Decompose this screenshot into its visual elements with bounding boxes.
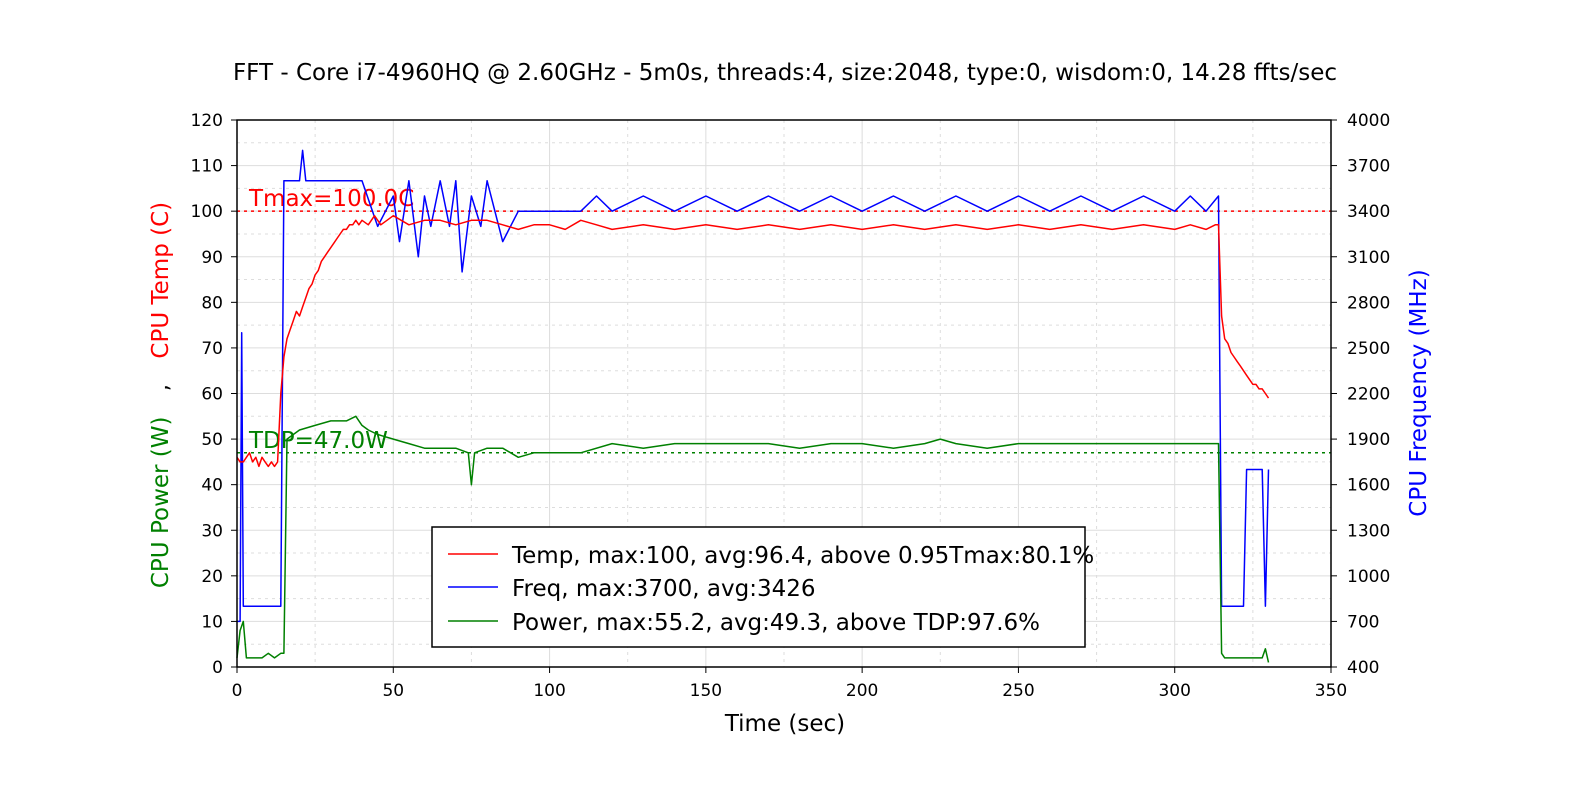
right-axis-ticks: 400 700 1000 1300 1600 1900 2200 2500 2800 3100 34… — [1331, 111, 1390, 678]
right-tick-label: 700 — [1347, 612, 1379, 632]
left-tick-label: 0 — [212, 658, 223, 678]
left-axis-label-power: CPU Power (W) — [148, 417, 174, 589]
left-tick-label: 30 — [201, 521, 223, 541]
right-tick-label: 1300 — [1347, 521, 1390, 541]
reference-line-label: Tmax=100.0C — [248, 186, 414, 212]
left-tick-label: 20 — [201, 567, 223, 587]
left-tick-label: 50 — [201, 430, 223, 450]
legend-label-temp: Temp, max:100, avg:96.4, above 0.95Tmax:… — [511, 543, 1094, 569]
x-tick-label: 0 — [232, 681, 243, 701]
right-tick-label: 2200 — [1347, 385, 1390, 405]
right-tick-label: 3700 — [1347, 157, 1390, 177]
right-tick-label: 3100 — [1347, 248, 1390, 268]
reference-line-label: TDP=47.0W — [248, 428, 388, 454]
right-tick-label: 4000 — [1347, 111, 1390, 131]
series-layer — [236, 149, 1270, 663]
legend: Temp, max:100, avg:96.4, above 0.95Tmax:… — [431, 526, 1094, 648]
legend-box — [431, 526, 1086, 648]
right-axis-label: CPU Frequency (MHz) — [1406, 269, 1432, 516]
left-tick-label: 80 — [201, 293, 223, 313]
x-tick-label: 200 — [846, 681, 878, 701]
x-tick-label: 300 — [1158, 681, 1190, 701]
left-axis-ticks: 0 10 20 30 40 50 60 70 80 90 100 110 120 — [191, 111, 237, 678]
x-axis-label: Time (sec) — [724, 711, 845, 737]
chart-title: FFT - Core i7-4960HQ @ 2.60GHz - 5m0s, t… — [233, 60, 1337, 86]
x-tick-label: 150 — [690, 681, 722, 701]
right-tick-label: 1600 — [1347, 476, 1390, 496]
x-tick-label: 350 — [1315, 681, 1347, 701]
right-tick-label: 1900 — [1347, 430, 1390, 450]
left-axis-label-temp: CPU Temp (C) — [148, 202, 174, 359]
series-line-power — [236, 415, 1270, 663]
left-axis-label: CPU Power (W) , CPU Temp (C) — [148, 202, 174, 588]
left-tick-label: 100 — [191, 202, 223, 222]
right-tick-label: 400 — [1347, 658, 1379, 678]
x-tick-label: 50 — [382, 681, 404, 701]
x-tick-label: 250 — [1002, 681, 1034, 701]
series-line-freq — [237, 149, 1270, 623]
right-tick-label: 3400 — [1347, 202, 1390, 222]
left-tick-label: 10 — [201, 612, 223, 632]
left-tick-label: 110 — [191, 157, 223, 177]
left-tick-label: 120 — [191, 111, 223, 131]
left-tick-label: 40 — [201, 476, 223, 496]
series-line-temp — [236, 214, 1270, 468]
right-tick-label: 2500 — [1347, 339, 1390, 359]
right-tick-label: 1000 — [1347, 567, 1390, 587]
x-tick-label: 100 — [533, 681, 565, 701]
left-axis-label-separator: , — [148, 384, 174, 391]
left-tick-label: 90 — [201, 248, 223, 268]
left-tick-label: 70 — [201, 339, 223, 359]
reference-lines: Tmax=100.0C TDP=47.0W — [237, 186, 1331, 454]
legend-label-power: Power, max:55.2, avg:49.3, above TDP:97.… — [512, 610, 1040, 636]
x-axis-ticks: 0 50 100 150 200 250 300 350 — [232, 667, 1347, 701]
left-tick-label: 60 — [201, 385, 223, 405]
right-tick-label: 2800 — [1347, 293, 1390, 313]
legend-label-freq: Freq, max:3700, avg:3426 — [512, 576, 815, 602]
